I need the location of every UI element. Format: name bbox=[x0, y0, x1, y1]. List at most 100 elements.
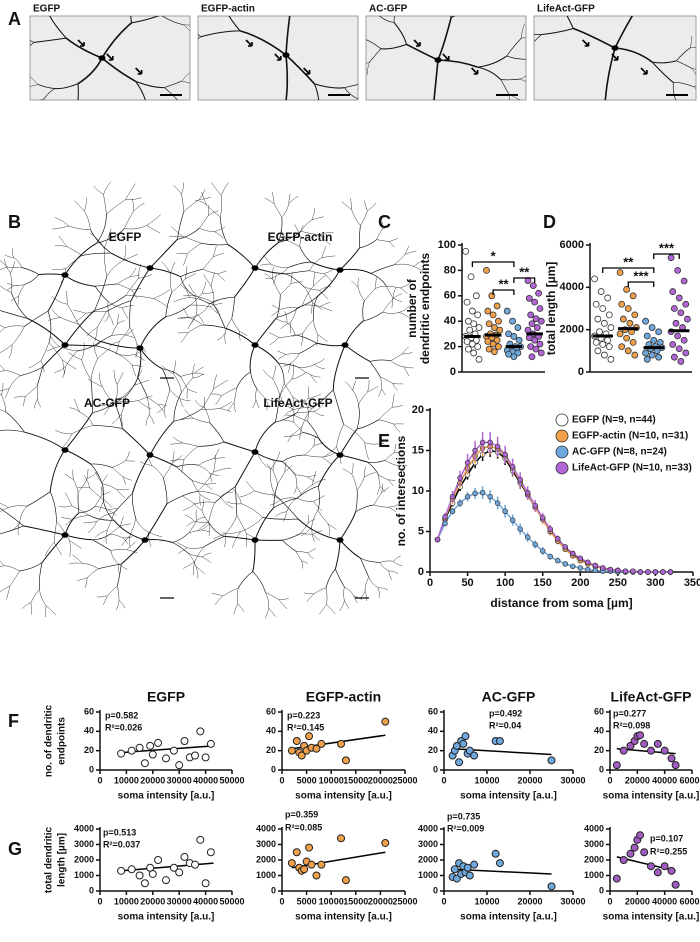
dendrite bbox=[0, 364, 5, 371]
dendrite bbox=[264, 608, 269, 619]
micrograph-content bbox=[534, 16, 696, 181]
dendrite bbox=[7, 283, 14, 286]
dendrite bbox=[64, 534, 93, 541]
dendrite bbox=[156, 405, 166, 414]
x-tick-label: 10000 bbox=[474, 775, 499, 785]
dendrite bbox=[624, 172, 642, 181]
dendrite bbox=[162, 477, 168, 504]
dendrite bbox=[386, 286, 393, 298]
dendrite bbox=[36, 386, 39, 400]
dendrite bbox=[109, 525, 121, 535]
x-tick-label: 40000 bbox=[652, 775, 677, 785]
dendrite bbox=[105, 530, 108, 544]
marker bbox=[592, 562, 599, 569]
marker bbox=[592, 567, 599, 574]
dendrite bbox=[182, 235, 202, 244]
dot bbox=[468, 340, 476, 348]
marker bbox=[577, 555, 584, 561]
dot bbox=[607, 324, 615, 331]
dendrite bbox=[200, 30, 241, 38]
dendrite bbox=[187, 316, 195, 330]
dendrite bbox=[198, 441, 225, 447]
dendrite bbox=[152, 465, 164, 478]
dendrite bbox=[30, 76, 39, 85]
marker bbox=[539, 548, 546, 554]
dendrite bbox=[183, 446, 199, 460]
point bbox=[626, 849, 635, 858]
y-tick-label: 2000 bbox=[74, 854, 94, 864]
dendrite bbox=[389, 238, 398, 242]
dendrite bbox=[285, 273, 305, 288]
dendrite bbox=[474, 0, 481, 3]
dendrite bbox=[99, 372, 103, 387]
dendrite bbox=[199, 215, 209, 229]
dendrite bbox=[0, 32, 11, 34]
dendrite bbox=[278, 334, 296, 338]
y-tick-label: 0 bbox=[271, 764, 276, 774]
x-tick-label: 10000 bbox=[319, 896, 344, 906]
dendrite bbox=[114, 403, 123, 429]
soma bbox=[141, 537, 149, 543]
dendrite bbox=[188, 529, 202, 534]
dendrite bbox=[264, 273, 274, 280]
soma bbox=[336, 537, 344, 543]
dendrite bbox=[0, 525, 24, 535]
x-tick-label: 0 bbox=[97, 896, 102, 906]
point bbox=[337, 739, 346, 748]
dendrite bbox=[307, 552, 314, 559]
dendrite bbox=[304, 454, 322, 458]
dendrite bbox=[37, 398, 41, 408]
dendrite bbox=[54, 365, 66, 373]
dendrite bbox=[52, 296, 68, 305]
dendrite bbox=[316, 342, 346, 347]
dendrite bbox=[182, 442, 199, 447]
dendrite bbox=[111, 323, 118, 336]
dendrite bbox=[293, 422, 303, 433]
dot bbox=[505, 330, 512, 338]
dot bbox=[618, 343, 626, 351]
dendrite bbox=[107, 301, 123, 309]
dendrite bbox=[73, 309, 87, 314]
dendrite bbox=[102, 386, 115, 404]
dendrite bbox=[95, 529, 108, 538]
panel-letter: D bbox=[543, 212, 556, 232]
y-tick-label: 0 bbox=[418, 566, 424, 578]
dendrite bbox=[373, 492, 382, 506]
dendrite bbox=[213, 448, 220, 459]
dendrite bbox=[129, 327, 138, 344]
x-tick-label: 50000 bbox=[219, 896, 244, 906]
arrow bbox=[77, 39, 85, 47]
y-tick-label: 40 bbox=[444, 315, 456, 327]
dendrite bbox=[195, 400, 205, 409]
dendrite bbox=[651, 61, 674, 83]
dot bbox=[524, 326, 532, 334]
point bbox=[660, 862, 669, 871]
significance-bracket bbox=[513, 277, 536, 283]
dendrite bbox=[256, 388, 267, 400]
micrograph-content bbox=[198, 16, 358, 100]
dendrite bbox=[311, 470, 317, 486]
dendrite bbox=[194, 501, 215, 505]
dendrite bbox=[345, 381, 353, 391]
dendrite bbox=[363, 311, 383, 322]
y-tick-label: 0 bbox=[433, 764, 438, 774]
y-tick-label: 20 bbox=[428, 745, 438, 755]
dendrite bbox=[217, 273, 226, 281]
dendrite bbox=[291, 372, 307, 380]
dendrite bbox=[320, 301, 331, 307]
dendrite bbox=[228, 16, 241, 32]
dot bbox=[648, 351, 656, 359]
dendrite bbox=[284, 465, 292, 472]
dendrite bbox=[281, 461, 296, 476]
dendrite bbox=[117, 320, 125, 325]
dendrite bbox=[64, 512, 80, 536]
dendrite bbox=[101, 483, 105, 500]
dendrite bbox=[184, 409, 194, 419]
dot bbox=[667, 254, 675, 262]
dendrite bbox=[39, 588, 47, 606]
dendrite bbox=[215, 395, 222, 405]
dendrite bbox=[198, 36, 201, 39]
dendrite bbox=[164, 80, 183, 88]
dendrite bbox=[477, 66, 501, 80]
